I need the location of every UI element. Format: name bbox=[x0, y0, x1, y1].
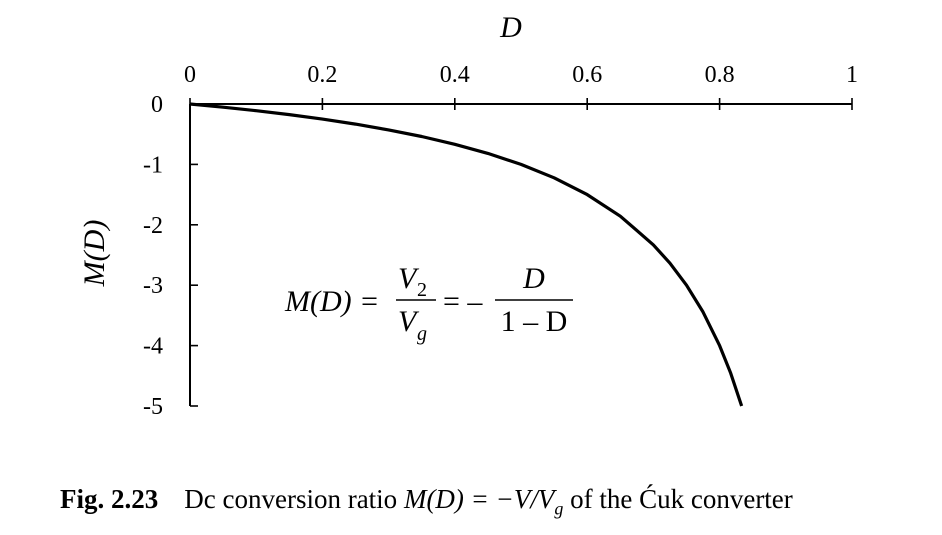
x-tick-label: 0 bbox=[184, 62, 196, 88]
figure-caption: Fig. 2.23 Dc conversion ratio M(D) = −V/V… bbox=[60, 484, 793, 519]
y-ticks: 0 -1 -2 -3 -4 -5 bbox=[143, 92, 198, 420]
y-tick-label: -5 bbox=[143, 394, 163, 420]
y-axis-title: M(D) bbox=[78, 220, 111, 288]
caption-expr-paren: (D) = −V/V bbox=[426, 484, 555, 514]
y-tick-label: 0 bbox=[151, 92, 163, 118]
x-tick-label: 0.2 bbox=[307, 62, 337, 88]
series-line-m-of-d bbox=[189, 102, 744, 407]
eq-frac2-denominator: 1 – D bbox=[501, 305, 568, 338]
eq-frac2-numerator: D bbox=[522, 262, 545, 295]
eq-frac1-denominator-sub: g bbox=[417, 323, 427, 345]
y-tick-label: -3 bbox=[143, 273, 163, 299]
x-tick-label: 0.8 bbox=[705, 62, 735, 88]
y-tick-label: -4 bbox=[143, 334, 163, 360]
x-tick-label: 1 bbox=[846, 62, 858, 88]
x-tick-label: 0.4 bbox=[440, 62, 470, 88]
x-tick-label: 0.6 bbox=[572, 62, 602, 88]
figure-number: Fig. 2.23 bbox=[60, 484, 159, 514]
y-tick-label: -1 bbox=[143, 152, 163, 178]
eq-frac1-numerator-sub: 2 bbox=[417, 279, 427, 301]
caption-expr-sub: g bbox=[554, 498, 564, 519]
x-axis-title: D bbox=[499, 11, 522, 44]
chart: D M(D) 0 0.2 0.4 0.6 0.8 1 0 -1 -2 -3 -4 -5 M(D) =… bbox=[78, 11, 858, 420]
caption-expr-main: M bbox=[403, 484, 427, 514]
equation-annotation: M(D) = V 2 V g = – D 1 – D bbox=[284, 262, 573, 345]
caption-text-suffix: of the Ćuk converter bbox=[563, 484, 793, 514]
y-tick-label: -2 bbox=[143, 213, 163, 239]
caption-text-prefix: Dc conversion ratio bbox=[184, 484, 404, 514]
x-ticks: 0 0.2 0.4 0.6 0.8 1 bbox=[184, 62, 858, 110]
eq-frac1-denominator: V bbox=[398, 305, 420, 338]
eq-frac1-numerator: V bbox=[398, 262, 420, 295]
eq-mid: = – bbox=[443, 285, 483, 318]
eq-lhs: M(D) = bbox=[284, 285, 379, 318]
